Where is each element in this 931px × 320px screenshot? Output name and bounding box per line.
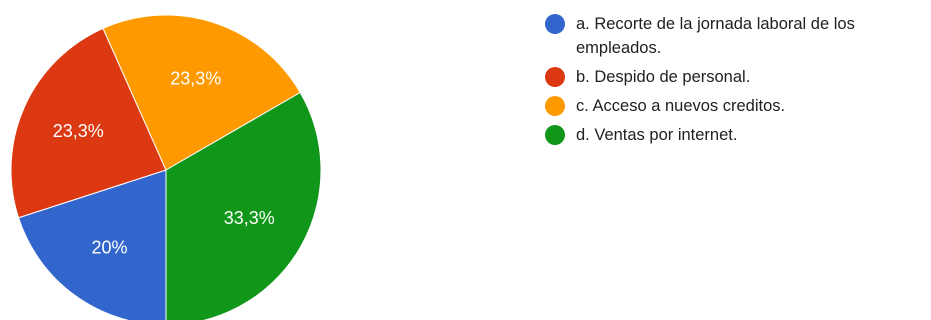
legend-swatch-b <box>545 67 565 87</box>
legend-swatch-d <box>545 125 565 145</box>
pie-slice-c <box>102 14 301 171</box>
legend-item-c: c. Acceso a nuevos creditos. <box>545 96 931 118</box>
legend-swatch-a <box>545 14 565 34</box>
legend-label-d: d. Ventas por internet. <box>576 126 738 144</box>
legend-item-b: b. Despido de personal. <box>545 67 931 89</box>
legend-item-d: d. Ventas por internet. <box>545 125 931 147</box>
pie-chart: 20% 23,3% 23,3% 33,3% <box>10 14 322 320</box>
legend-label-c: c. Acceso a nuevos creditos. <box>576 97 786 115</box>
pie-label-a: 20% <box>91 238 127 258</box>
pie-slice-a <box>17 169 167 320</box>
legend-label-a: a. Recorte de la jornada laboral de los … <box>576 15 855 57</box>
legend: a. Recorte de la jornada laboral de los … <box>545 14 931 154</box>
pie-label-c: 23,3% <box>170 69 221 89</box>
pie-label-b: 23,3% <box>53 121 104 141</box>
legend-item-a: a. Recorte de la jornada laboral de los … <box>545 14 931 60</box>
pie-slice-b <box>10 27 167 219</box>
pie-label-d: 33,3% <box>224 208 275 228</box>
legend-label-b: b. Despido de personal. <box>576 68 751 86</box>
legend-swatch-c <box>545 96 565 116</box>
